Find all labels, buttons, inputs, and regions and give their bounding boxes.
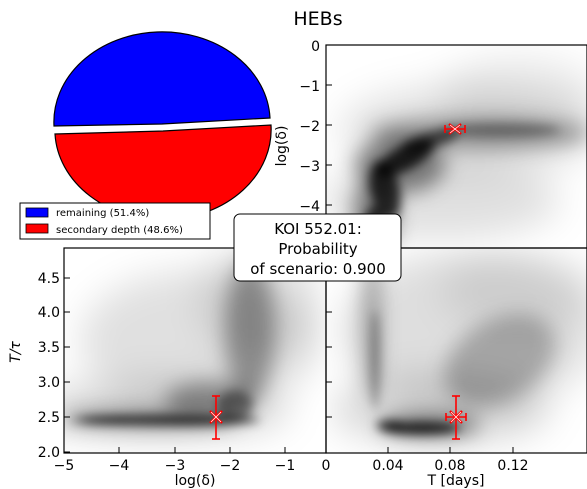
annotation-line-3: of scenario: 0.900 (250, 260, 386, 278)
x-axis-label-bottom-left: log(δ) (175, 473, 216, 489)
x-axis-bottom-right: 0 0.04 0.08 0.12 T [days] (322, 277, 529, 489)
x-axis-bottom-left: −5 −4 −3 −2 −1 log(δ) (54, 447, 296, 489)
annotation-line-2: Probability (278, 240, 357, 258)
x-axis-label-bottom-right: T [days] (427, 473, 485, 489)
y-axis-label-bottom-left: T/τ (8, 341, 24, 363)
legend-swatch-secondary-depth (25, 223, 49, 234)
density-top-right (326, 55, 587, 248)
y-axis-label-top-right: log(δ) (274, 126, 290, 167)
y-tick-label: 3.5 (38, 340, 60, 356)
x-tick-label: −5 (54, 458, 75, 474)
marker-top-right (444, 123, 466, 135)
panel-top-right: 0 −1 −2 −3 −4 log(δ) (274, 39, 587, 249)
y-tick-label: 4.0 (38, 305, 60, 321)
density-bottom-left (64, 248, 320, 440)
y-tick-label: 0 (311, 39, 320, 55)
pie-chart (53, 31, 272, 221)
y-tick-label: 3.0 (38, 375, 60, 391)
chart-title: HEBs (293, 8, 342, 30)
y-tick-label: 4.5 (38, 271, 60, 287)
y-tick-label: 2.0 (38, 445, 60, 461)
x-tick-label: −3 (165, 458, 186, 474)
pie-legend: remaining (51.4%) secondary depth (48.6%… (19, 202, 211, 240)
x-tick-label: 0 (322, 458, 331, 474)
annotation-box: KOI 552.01: Probability of scenario: 0.9… (233, 213, 402, 282)
marker-bottom-right (445, 395, 467, 440)
x-tick-label: 0.08 (434, 458, 465, 474)
pie-slice-remaining (53, 31, 271, 127)
x-tick-label: 0.12 (497, 458, 528, 474)
panel-bottom-left: 2.0 2.5 3.0 3.5 4.0 4.5 T/τ −5 −4 −3 −2 … (8, 247, 327, 489)
y-tick-label: −3 (299, 159, 320, 175)
legend-label-remaining: remaining (51.4%) (56, 208, 149, 219)
marker-bottom-left (209, 395, 223, 440)
x-tick-label: −4 (109, 458, 130, 474)
y-axis-top-right: 0 −1 −2 −3 −4 log(δ) (274, 39, 332, 215)
y-tick-label: −2 (299, 119, 320, 135)
panel-bottom-right: 0 0.04 0.08 0.12 T [days] (322, 247, 587, 489)
x-tick-label: −1 (275, 458, 296, 474)
x-tick-label: 0.04 (372, 458, 403, 474)
y-tick-label: 2.5 (38, 410, 60, 426)
y-tick-label: −1 (299, 79, 320, 95)
x-tick-label: −2 (220, 458, 241, 474)
legend-swatch-remaining (25, 207, 49, 218)
y-axis-bottom-left: 2.0 2.5 3.0 3.5 4.0 4.5 T/τ (8, 271, 70, 461)
annotation-line-1: KOI 552.01: (274, 220, 362, 238)
legend-label-secondary-depth: secondary depth (48.6%) (56, 225, 183, 236)
density-bottom-right (330, 248, 587, 445)
y-tick-label: −4 (299, 199, 320, 215)
